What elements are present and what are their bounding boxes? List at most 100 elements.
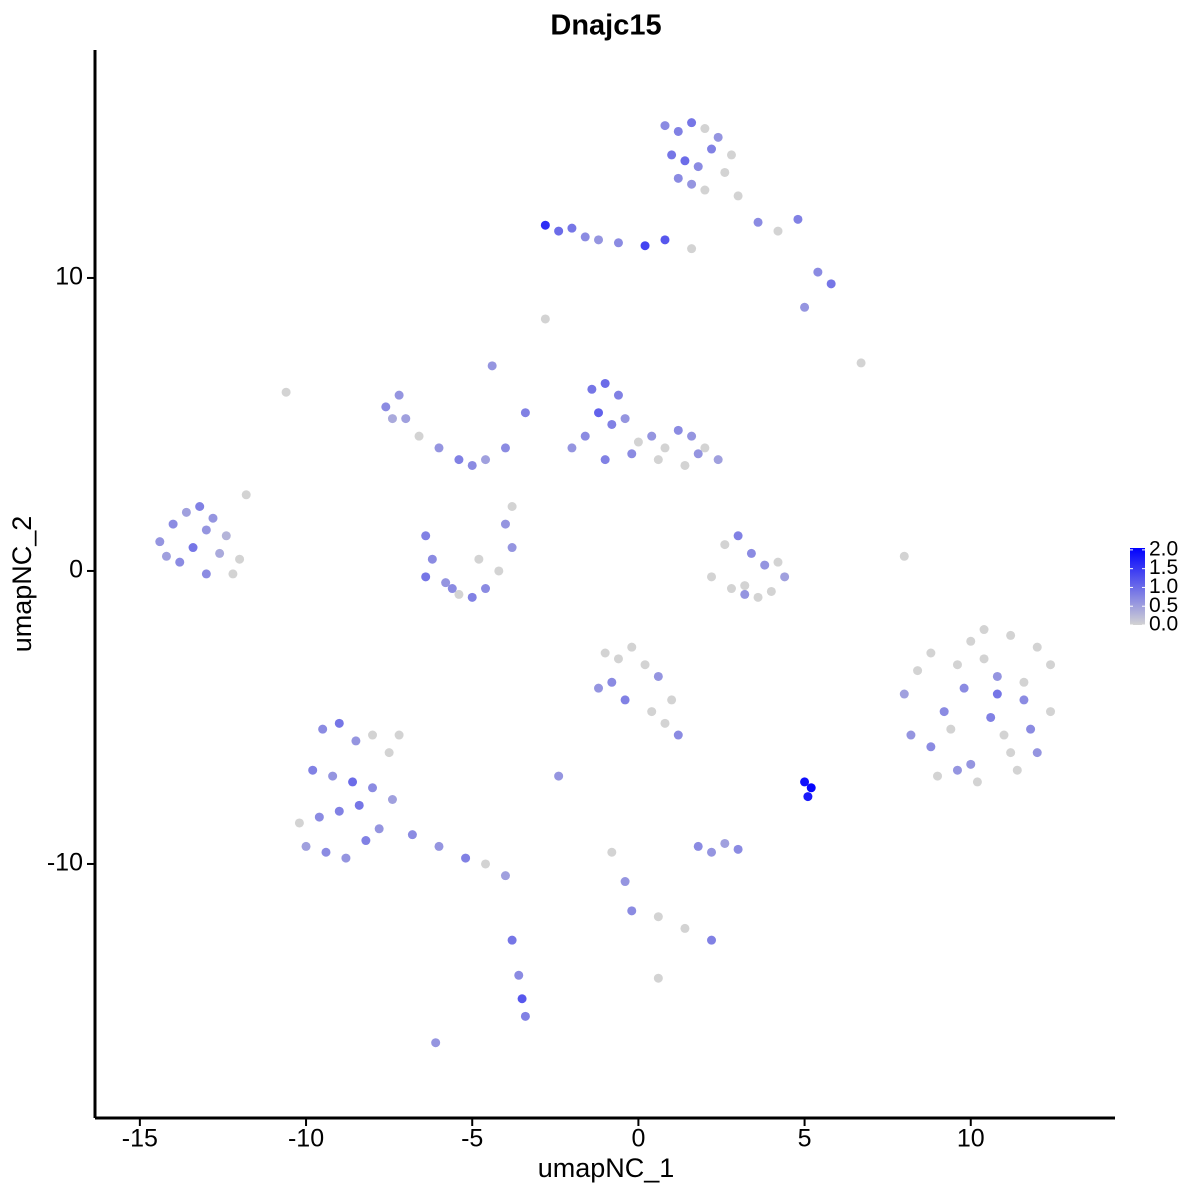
color-tick-label: 1.0: [1149, 575, 1178, 598]
data-point: [720, 167, 730, 177]
data-point: [740, 581, 750, 591]
color-tick-label: 0.0: [1149, 613, 1178, 636]
data-point: [707, 847, 717, 857]
data-point: [221, 531, 231, 541]
data-point: [856, 358, 866, 368]
data-point: [653, 973, 663, 983]
data-point: [1006, 630, 1016, 640]
data-point: [474, 554, 484, 564]
data-point: [999, 730, 1009, 740]
data-point: [647, 431, 657, 441]
data-point: [800, 302, 810, 312]
data-point: [421, 531, 431, 541]
data-point: [800, 777, 810, 787]
data-point: [208, 513, 218, 523]
data-point: [454, 455, 464, 465]
data-point: [384, 748, 394, 758]
data-point: [687, 244, 697, 254]
data-point: [454, 589, 464, 599]
data-point: [507, 935, 517, 945]
data-point: [421, 572, 431, 582]
data-point: [394, 390, 404, 400]
color-bar: [1130, 548, 1145, 625]
data-point: [441, 578, 451, 588]
data-point: [607, 677, 617, 687]
y-tick-label: -10: [47, 849, 83, 877]
data-point: [673, 126, 683, 136]
y-tick-label: 0: [69, 556, 83, 584]
data-point: [431, 1038, 441, 1048]
data-point: [481, 455, 491, 465]
data-point: [201, 525, 211, 535]
data-point: [600, 648, 610, 658]
data-point: [713, 132, 723, 142]
data-point: [540, 220, 550, 230]
data-point: [1046, 660, 1056, 670]
data-point: [733, 191, 743, 201]
data-point: [427, 554, 437, 564]
data-point: [753, 592, 763, 602]
data-point: [813, 267, 823, 277]
data-point: [733, 844, 743, 854]
data-point: [161, 551, 171, 561]
data-point: [155, 537, 165, 547]
data-point: [926, 742, 936, 752]
data-point: [627, 642, 637, 652]
data-point: [1026, 724, 1036, 734]
data-point: [680, 156, 690, 166]
data-point: [351, 736, 361, 746]
data-point: [766, 586, 776, 596]
data-point: [959, 683, 969, 693]
data-point: [773, 226, 783, 236]
data-point: [334, 806, 344, 816]
data-point: [348, 777, 358, 787]
data-point: [494, 566, 504, 576]
data-point: [175, 557, 185, 567]
x-tick-label: 10: [957, 1125, 985, 1153]
data-point: [520, 1011, 530, 1021]
data-point: [687, 179, 697, 189]
data-point: [607, 847, 617, 857]
data-point: [680, 923, 690, 933]
x-tick-label: -10: [288, 1125, 324, 1153]
data-point: [188, 543, 198, 553]
data-point: [235, 554, 245, 564]
data-point: [952, 765, 962, 775]
data-point: [487, 361, 497, 371]
data-point: [667, 150, 677, 160]
data-point: [594, 683, 604, 693]
data-point: [979, 654, 989, 664]
x-tick-label: 0: [631, 1125, 645, 1153]
data-point: [341, 853, 351, 863]
data-point: [726, 150, 736, 160]
data-point: [613, 654, 623, 664]
data-point: [394, 730, 404, 740]
data-point: [434, 443, 444, 453]
data-point: [168, 519, 178, 529]
data-point: [707, 572, 717, 582]
data-point: [939, 707, 949, 717]
data-point: [514, 970, 524, 980]
data-point: [713, 455, 723, 465]
x-tick-label: 5: [798, 1125, 812, 1153]
data-point: [992, 689, 1002, 699]
data-point: [481, 584, 491, 594]
data-point: [368, 730, 378, 740]
data-point: [381, 402, 391, 412]
data-point: [1019, 695, 1029, 705]
data-point: [660, 121, 670, 131]
data-point: [215, 548, 225, 558]
data-point: [554, 771, 564, 781]
data-point: [653, 455, 663, 465]
data-point: [733, 531, 743, 541]
data-point: [613, 390, 623, 400]
data-point: [387, 795, 397, 805]
data-point: [693, 449, 703, 459]
data-point: [660, 443, 670, 453]
data-point: [640, 241, 650, 251]
data-point: [481, 859, 491, 869]
data-point: [952, 660, 962, 670]
data-point: [387, 414, 397, 424]
